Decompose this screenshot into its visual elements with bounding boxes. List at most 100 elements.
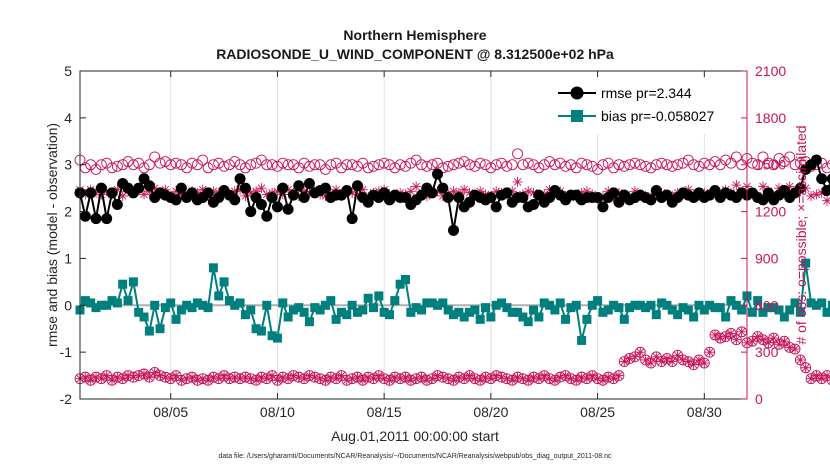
bias-point xyxy=(107,296,117,306)
y2-tick-label: 300 xyxy=(755,344,779,360)
rmse-point xyxy=(271,201,283,213)
bias-point xyxy=(288,305,298,315)
obs-assimilated-point xyxy=(139,189,150,200)
obs-assimilated-point xyxy=(272,186,283,197)
rmse-point xyxy=(261,210,273,222)
bias-point xyxy=(470,305,480,315)
obs-possible-point xyxy=(757,151,769,163)
y2-axis-label: # of obs: o=possible; ×=assimilated xyxy=(793,125,809,344)
bias-point xyxy=(352,307,362,317)
y-tick-label: 2 xyxy=(64,204,72,220)
bias-point xyxy=(641,303,651,313)
obs-assimilated-point xyxy=(85,375,96,386)
obs-assimilated-point xyxy=(715,333,726,344)
obs-possible-point xyxy=(549,159,561,171)
bias-point xyxy=(635,300,645,310)
bias-point xyxy=(139,312,149,322)
y2-tick-label: 1800 xyxy=(755,110,786,126)
obs-assimilated-point xyxy=(379,373,390,384)
obs-assimilated-point xyxy=(459,184,470,195)
obs-assimilated-point xyxy=(373,370,384,381)
obs-possible-point xyxy=(512,148,524,160)
obs-assimilated-point xyxy=(661,353,672,364)
obs-assimilated-point xyxy=(752,331,763,342)
obs-possible-point xyxy=(704,159,716,171)
bias-point xyxy=(454,307,464,317)
obs-assimilated-point xyxy=(464,370,475,381)
obs-assimilated-point xyxy=(165,373,176,384)
rmse-point xyxy=(202,187,214,199)
obs-assimilated-point xyxy=(213,373,224,384)
rmse-point xyxy=(810,154,822,166)
bias-point xyxy=(673,310,683,320)
bias-point xyxy=(582,314,592,324)
bias-point xyxy=(123,296,133,306)
obs-assimilated-point xyxy=(299,186,310,197)
bias-point xyxy=(91,303,101,313)
obs-possible-point xyxy=(245,159,257,171)
obs-assimilated-point xyxy=(197,373,208,384)
obs-possible-point xyxy=(122,156,134,168)
bias-point xyxy=(603,305,613,315)
obs-assimilated-point xyxy=(309,372,320,383)
obs-assimilated-point xyxy=(299,373,310,384)
obs-possible-point xyxy=(426,159,438,171)
obs-possible-point xyxy=(624,159,636,171)
bias-point xyxy=(251,324,261,334)
obs-possible-point xyxy=(576,157,588,169)
obs-assimilated-point xyxy=(416,372,427,383)
bias-point xyxy=(347,300,357,310)
obs-possible-point xyxy=(95,159,107,171)
obs-assimilated-point xyxy=(725,328,736,339)
rmse-point xyxy=(319,182,331,194)
obs-assimilated-point xyxy=(528,372,539,383)
obs-assimilated-point xyxy=(96,189,107,200)
bias-point xyxy=(118,279,128,289)
bias-point xyxy=(475,314,485,324)
obs-assimilated-point xyxy=(790,344,801,355)
obs-assimilated-point xyxy=(635,347,646,358)
obs-possible-point xyxy=(528,159,540,171)
y-tick-label: 1 xyxy=(64,250,72,266)
obs-possible-point xyxy=(303,160,315,172)
bias-point xyxy=(246,305,256,315)
bias-point xyxy=(726,296,736,306)
obs-assimilated-point xyxy=(240,190,251,201)
obs-assimilated-point xyxy=(539,370,550,381)
rmse-point xyxy=(106,187,118,199)
obs-possible-point xyxy=(389,162,401,174)
obs-assimilated-point xyxy=(822,195,830,206)
bias-point xyxy=(208,263,218,273)
bias-point xyxy=(534,312,544,322)
bias-point xyxy=(491,300,501,310)
bias-point xyxy=(694,300,704,310)
obs-possible-point xyxy=(127,159,139,171)
rmse-point xyxy=(351,180,363,192)
obs-assimilated-point xyxy=(411,373,422,384)
legend-rmse-marker xyxy=(570,86,584,100)
obs-assimilated-point xyxy=(320,375,331,386)
obs-possible-point xyxy=(821,162,830,174)
obs-assimilated-point xyxy=(229,186,240,197)
bias-point xyxy=(342,310,352,320)
obs-possible-point xyxy=(608,162,620,174)
obs-possible-point xyxy=(709,156,721,168)
obs-assimilated-point xyxy=(688,359,699,370)
obs-assimilated-point xyxy=(613,370,624,381)
obs-possible-point xyxy=(634,159,646,171)
rmse-point xyxy=(143,180,155,192)
bias-point xyxy=(646,300,656,310)
obs-assimilated-point xyxy=(517,373,528,384)
obs-assimilated-point xyxy=(405,186,416,197)
bias-point xyxy=(395,279,405,289)
obs-possible-point xyxy=(218,160,230,172)
bias-point xyxy=(230,300,240,310)
obs-assimilated-point xyxy=(512,372,523,383)
y2-tick-label: 0 xyxy=(755,391,763,407)
obs-possible-point xyxy=(725,157,737,169)
obs-assimilated-point xyxy=(80,372,91,383)
obs-assimilated-point xyxy=(491,186,502,197)
bias-point xyxy=(459,312,469,322)
bias-point xyxy=(182,300,192,310)
obs-assimilated-point xyxy=(758,334,769,345)
